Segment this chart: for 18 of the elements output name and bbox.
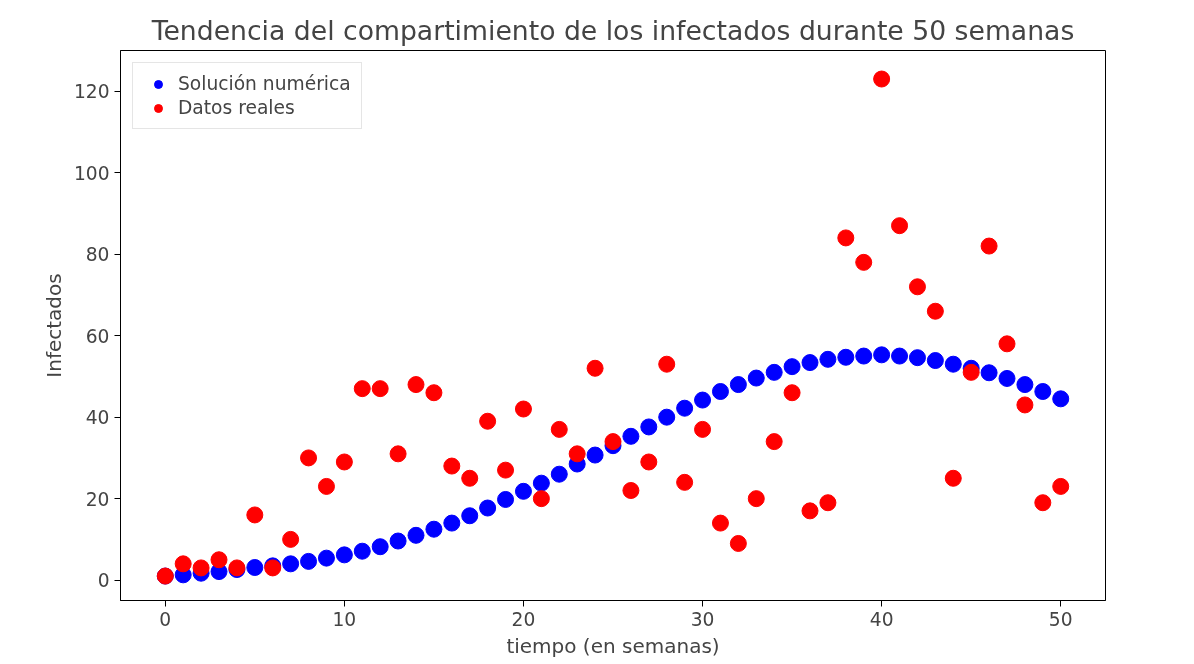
y-tick-label: 60 [85,325,110,347]
x-tick-label: 40 [869,608,894,630]
x-tick-label: 50 [1048,608,1073,630]
y-tick-label: 0 [97,570,110,592]
y-tick-label: 20 [85,488,110,510]
legend-label: Solución numérica [178,73,351,94]
chart-title: Tendencia del compartimiento de los infectados durante 50 semanas [150,14,1075,46]
x-tick-label: 30 [690,608,715,630]
x-axis-title: tiempo (en semanas) [506,633,720,658]
x-tick-label: 10 [332,608,357,630]
y-tick-label: 40 [85,407,110,429]
x-tick-label: 0 [159,608,172,630]
y-tick-label: 120 [73,81,110,103]
x-tick-label: 20 [511,608,536,630]
y-tick-label: 100 [73,162,110,184]
y-tick-label: 80 [85,244,110,266]
legend-label: Datos reales [178,97,295,118]
y-axis-title: Infectados [41,273,66,378]
